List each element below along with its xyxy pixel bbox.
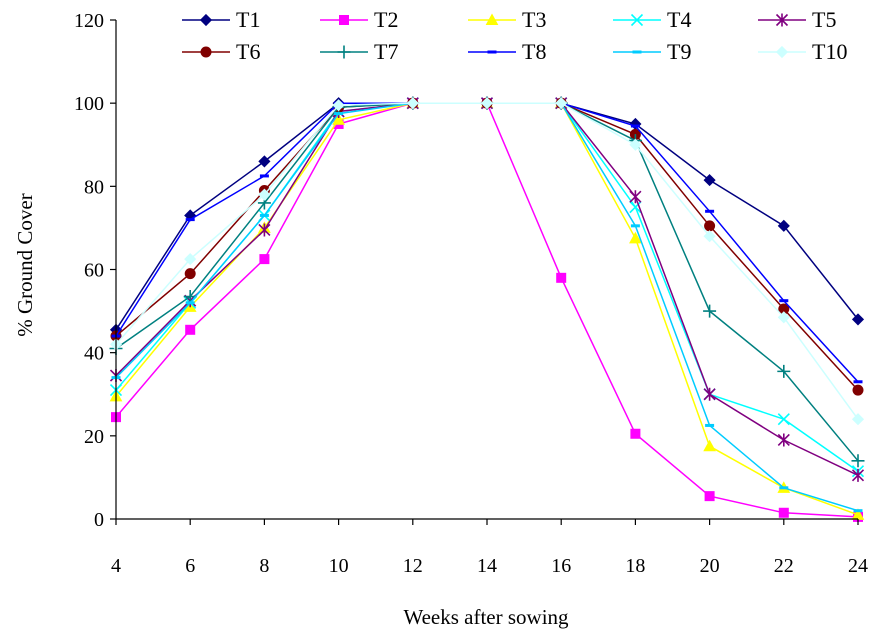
legend-item-t9: T9	[613, 39, 691, 64]
legend-swatch-marker	[633, 51, 642, 54]
series-t6	[111, 98, 863, 395]
data-point-t9	[705, 424, 714, 427]
series-line-t1	[116, 103, 858, 330]
legend-label: T3	[522, 7, 546, 32]
legend-item-t3: T3	[468, 7, 546, 32]
data-point-t5	[778, 433, 789, 446]
data-point-t9	[260, 214, 269, 217]
legend-label: T5	[812, 7, 836, 32]
data-point-t9	[779, 486, 788, 489]
legend-label: T1	[236, 7, 260, 32]
x-tick-label: 16	[551, 555, 571, 577]
legend-swatch-marker	[201, 47, 211, 57]
x-tick-label: 18	[625, 555, 645, 577]
data-point-t9	[186, 301, 195, 304]
legend-swatch-marker	[488, 51, 497, 54]
x-tick-label: 4	[111, 555, 121, 577]
series-t3	[111, 98, 864, 520]
data-point-t2	[631, 429, 640, 438]
data-point-t8	[705, 210, 714, 213]
y-tick-label: 80	[84, 176, 104, 198]
series-t2	[112, 99, 863, 522]
legend-swatch-marker	[777, 47, 788, 58]
data-point-t2	[557, 273, 566, 282]
legend-item-t8: T8	[468, 39, 546, 64]
legend-item-t1: T1	[182, 7, 260, 32]
legend-item-t2: T2	[320, 7, 398, 32]
data-point-t8	[186, 218, 195, 221]
y-tick-label: 60	[84, 260, 104, 282]
legend-item-t4: T4	[613, 7, 691, 32]
legend-label: T9	[667, 39, 691, 64]
data-point-t5	[630, 190, 641, 203]
legend-item-t7: T7	[320, 39, 398, 64]
legend-label: T10	[812, 39, 847, 64]
data-point-t5	[704, 388, 715, 401]
data-point-t8	[260, 174, 269, 177]
data-point-t8	[631, 125, 640, 128]
plot-series-group	[110, 97, 865, 522]
data-point-t6	[185, 269, 195, 279]
y-axis-title: % Ground Cover	[13, 193, 37, 336]
x-tick-label: 10	[329, 555, 349, 577]
legend-item-t6: T6	[182, 39, 260, 64]
data-point-t9	[631, 224, 640, 227]
series-line-t9	[116, 103, 858, 511]
y-tick-label: 120	[74, 10, 104, 32]
data-point-t3	[704, 441, 715, 451]
x-tick-label: 14	[477, 555, 497, 577]
data-point-t2	[186, 325, 195, 334]
series-t5	[111, 97, 864, 482]
series-line-t5	[116, 103, 858, 475]
y-tick-label: 100	[74, 93, 104, 115]
series-line-t4	[116, 103, 858, 471]
data-point-t8	[779, 299, 788, 302]
x-tick-label: 8	[259, 555, 269, 577]
series-t8	[112, 102, 863, 384]
legend-swatch-marker	[340, 16, 349, 25]
legend-swatch-marker	[201, 15, 212, 26]
series-t9	[112, 102, 863, 513]
series-line-t8	[116, 103, 858, 382]
data-point-t9	[334, 112, 343, 115]
legend-label: T7	[374, 39, 398, 64]
series-line-t10	[116, 103, 858, 419]
data-point-t6	[853, 385, 863, 395]
series-line-t2	[116, 103, 858, 517]
data-point-t4	[778, 414, 789, 425]
data-point-t1	[704, 175, 715, 186]
legend-item-t10: T10	[758, 39, 847, 64]
data-point-t8	[854, 380, 863, 383]
legend-label: T6	[236, 39, 260, 64]
data-point-t10	[853, 414, 864, 425]
x-tick-label: 6	[185, 555, 195, 577]
legend-label: T8	[522, 39, 546, 64]
legend-item-t5: T5	[758, 7, 836, 32]
x-tick-label: 24	[848, 555, 868, 577]
series-t1	[111, 98, 864, 336]
data-point-t2	[705, 492, 714, 501]
x-tick-label: 12	[403, 555, 423, 577]
legend-swatch-marker	[338, 46, 351, 59]
series-line-t3	[116, 103, 858, 515]
data-point-t6	[705, 221, 715, 231]
x-tick-label: 22	[774, 555, 794, 577]
y-tick-label: 20	[84, 426, 104, 448]
legend-label: T4	[667, 7, 691, 32]
legend: T1 T2 T3 T4 T5 T6 T7 T8 T9 T10	[182, 7, 847, 64]
series-line-t6	[116, 103, 858, 390]
data-point-t2	[260, 255, 269, 264]
x-axis-title: Weeks after sowing	[403, 605, 569, 629]
data-point-t2	[779, 508, 788, 517]
y-tick-label: 0	[94, 509, 104, 531]
data-point-t9	[854, 509, 863, 512]
x-tick-label: 20	[700, 555, 720, 577]
legend-label: T2	[374, 7, 398, 32]
y-tick-label: 40	[84, 343, 104, 365]
